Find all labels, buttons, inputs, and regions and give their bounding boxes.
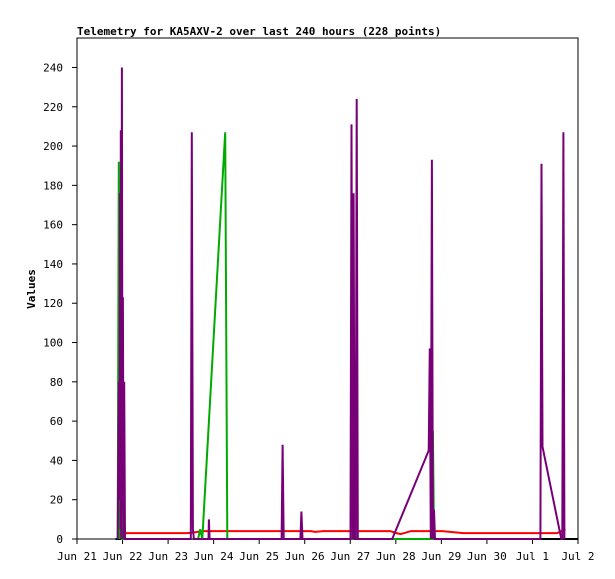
y-tick-label: 160 (43, 219, 63, 232)
y-tick-label: 100 (43, 337, 63, 350)
y-tick-label: 180 (43, 179, 63, 192)
chart-title: Telemetry for KA5AXV-2 over last 240 hou… (77, 25, 441, 38)
x-tick-label: Jun 27 (330, 550, 370, 563)
y-tick-label: 80 (50, 376, 63, 389)
x-tick-label: Jul 1 (516, 550, 549, 563)
x-tick-label: Jun 23 (148, 550, 188, 563)
x-axis: Jun 21 Jun 22 Jun 23 Jun 24 Jun 25 Jun 26 Jun … (57, 539, 595, 563)
y-tick-label: 20 (50, 494, 63, 507)
plot-frame (76, 37, 579, 540)
series-line-2 (116, 132, 435, 540)
x-tick-label: Jun 25 (239, 550, 279, 563)
x-tick-label: Jun 22 (103, 550, 143, 563)
y-tick-label: 140 (43, 258, 63, 271)
x-tick-label: Jul 2 (561, 550, 594, 563)
series-line-1 (120, 528, 566, 536)
x-tick-label: Jun 28 (376, 550, 416, 563)
y-axis-label: Values (25, 269, 38, 309)
y-tick-label: 240 (43, 61, 63, 74)
x-tick-label: Jun 24 (194, 550, 234, 563)
y-tick-label: 60 (50, 415, 63, 428)
y-tick-label: 220 (43, 101, 63, 114)
y-tick-label: 40 (50, 454, 63, 467)
series-line-3 (116, 67, 566, 540)
x-tick-label: Jun 29 (421, 550, 461, 563)
x-tick-label: Jun 30 (467, 550, 507, 563)
y-axis: 0 20 40 60 80 100 120 140 160 180 200 220 240 (43, 61, 77, 546)
y-tick-label: 0 (56, 533, 63, 546)
y-tick-label: 120 (43, 297, 63, 310)
y-tick-label: 200 (43, 140, 63, 153)
x-tick-label: Jun 26 (285, 550, 325, 563)
x-tick-label: Jun 21 (57, 550, 97, 563)
series-layer (115, 67, 578, 540)
